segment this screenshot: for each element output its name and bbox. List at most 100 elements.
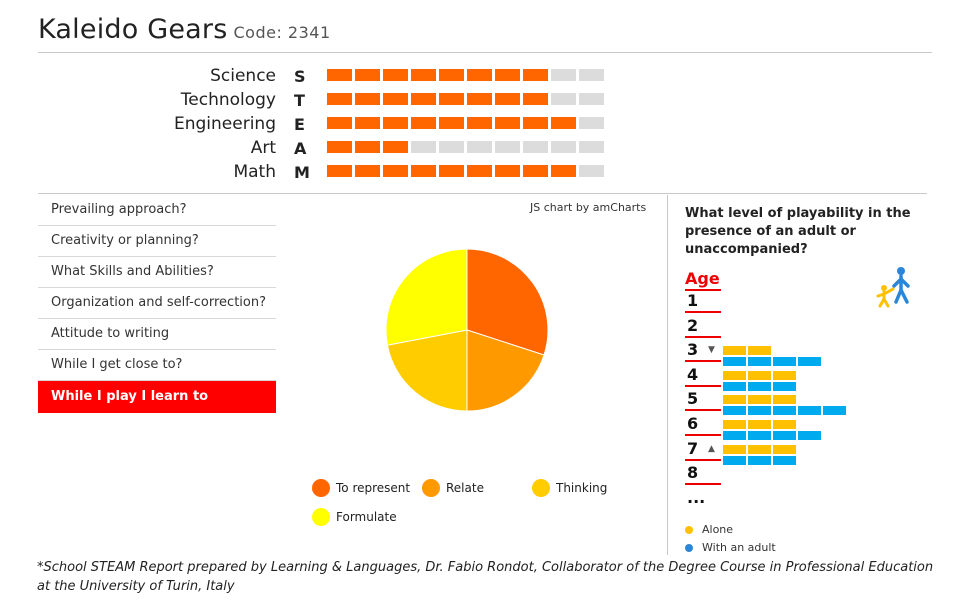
age-row-underline <box>685 458 721 461</box>
alone-level-block <box>748 420 771 429</box>
adult-child-icon <box>876 267 910 308</box>
rating-segment-empty <box>551 93 576 105</box>
age-row-underline <box>685 483 721 486</box>
legend-marker-icon <box>312 508 330 526</box>
rating-segment-filled <box>551 165 576 177</box>
rating-segment-filled <box>495 165 520 177</box>
product-code: Code: 2341 <box>233 23 331 42</box>
rating-segment-empty <box>579 165 604 177</box>
menu-item[interactable]: Attitude to writing <box>38 319 276 350</box>
stem-name: Technology <box>180 90 276 110</box>
age-heading: Age <box>685 269 720 288</box>
menu-item[interactable]: While I get close to? <box>38 350 276 381</box>
rating-segment-filled <box>411 165 436 177</box>
adult-level-block <box>723 406 746 416</box>
rating-segment-empty <box>551 141 576 153</box>
alone-level-block <box>773 420 796 429</box>
age-number: 5 <box>687 389 699 409</box>
rating-segment-filled <box>439 117 464 129</box>
alone-level-block <box>748 370 771 380</box>
adult-level-block <box>823 406 846 416</box>
rating-segment-filled <box>551 117 576 129</box>
legend-item[interactable]: To represent <box>312 479 410 497</box>
alone-level-block <box>723 346 746 356</box>
age-number: 2 <box>687 315 699 335</box>
age-row-underline <box>685 311 721 313</box>
stem-letter: E <box>294 115 305 134</box>
alone-level-block <box>723 395 746 405</box>
legend-item[interactable]: Thinking <box>532 479 607 497</box>
alone-level-block <box>748 395 771 405</box>
pie-slice-formulate[interactable] <box>385 248 468 346</box>
pie-chart <box>385 248 549 412</box>
menu-item[interactable]: Creativity or planning? <box>38 226 276 257</box>
legend-item[interactable]: Relate <box>422 479 484 497</box>
pie-slice-thinking[interactable] <box>386 329 468 412</box>
rating-segment-filled <box>355 141 380 153</box>
menu-item[interactable]: Prevailing approach? <box>38 195 276 226</box>
adult-level-block <box>798 357 821 367</box>
adult-level-block <box>748 357 771 367</box>
stem-name: Art <box>250 138 276 158</box>
pie-slice-relate[interactable] <box>466 329 545 412</box>
rating-segment-filled <box>355 117 380 129</box>
alone-dot-icon <box>685 525 693 534</box>
legend-item[interactable]: Formulate <box>312 508 397 526</box>
stem-letter: A <box>294 139 307 158</box>
rating-segment-filled <box>411 117 436 129</box>
legend-adult-label: With an adult <box>702 541 776 554</box>
alone-level-block <box>748 444 771 454</box>
stem-name: Science <box>210 66 276 86</box>
footer-note: *School STEAM Report prepared by Learnin… <box>37 560 934 594</box>
age-number: 6 <box>687 414 699 433</box>
adult-level-block <box>723 381 746 391</box>
rating-segment-empty <box>551 69 576 81</box>
alone-level-block <box>773 370 796 380</box>
rating-segment-filled <box>467 165 492 177</box>
rating-segment-filled <box>383 141 408 153</box>
rating-segment-filled <box>495 69 520 81</box>
rating-segment-empty <box>579 141 604 153</box>
stem-rating-bar <box>327 165 607 177</box>
rating-segment-empty <box>411 141 436 153</box>
rating-segment-filled <box>383 165 408 177</box>
alone-level-block <box>748 346 771 356</box>
legend-marker-icon <box>312 479 330 497</box>
playability-title: What level of playability in the presenc… <box>685 206 911 257</box>
rating-segment-filled <box>355 93 380 105</box>
age-row-underline <box>685 409 721 412</box>
adult-level-block <box>798 431 821 440</box>
menu-item[interactable]: While I play I learn to <box>38 381 276 413</box>
adult-level-block <box>773 455 796 465</box>
rating-segment-filled <box>411 93 436 105</box>
adult-level-block <box>723 357 746 367</box>
stem-name: Engineering <box>174 114 276 134</box>
alone-level-block <box>723 420 746 429</box>
menu-item[interactable]: What Skills and Abilities? <box>38 257 276 288</box>
pie-slice-to-represent[interactable] <box>466 248 549 356</box>
adult-level-block <box>748 406 771 416</box>
age-row-underline <box>685 384 721 387</box>
rating-segment-empty <box>579 69 604 81</box>
age-heading-underline <box>685 289 721 291</box>
legend-label: Formulate <box>336 510 397 524</box>
chart-credit-link[interactable]: JS chart by amCharts <box>530 201 647 214</box>
adult-level-block <box>748 381 771 391</box>
rating-segment-filled <box>327 69 352 81</box>
app-title: Kaleido Gears <box>38 14 228 45</box>
adult-dot-icon <box>685 543 693 552</box>
adult-level-block <box>723 455 746 465</box>
rating-segment-filled <box>523 93 548 105</box>
stem-letter: T <box>294 91 305 110</box>
menu-item[interactable]: Organization and self-correction? <box>38 288 276 319</box>
rating-segment-filled <box>495 93 520 105</box>
rating-segment-empty <box>439 141 464 153</box>
rating-segment-filled <box>523 165 548 177</box>
stem-rating-bar <box>327 117 607 129</box>
rating-segment-filled <box>327 93 352 105</box>
age-row-underline <box>685 434 721 436</box>
stem-rating-bar <box>327 141 607 153</box>
rating-segment-empty <box>467 141 492 153</box>
rating-segment-filled <box>467 93 492 105</box>
rating-segment-filled <box>355 165 380 177</box>
